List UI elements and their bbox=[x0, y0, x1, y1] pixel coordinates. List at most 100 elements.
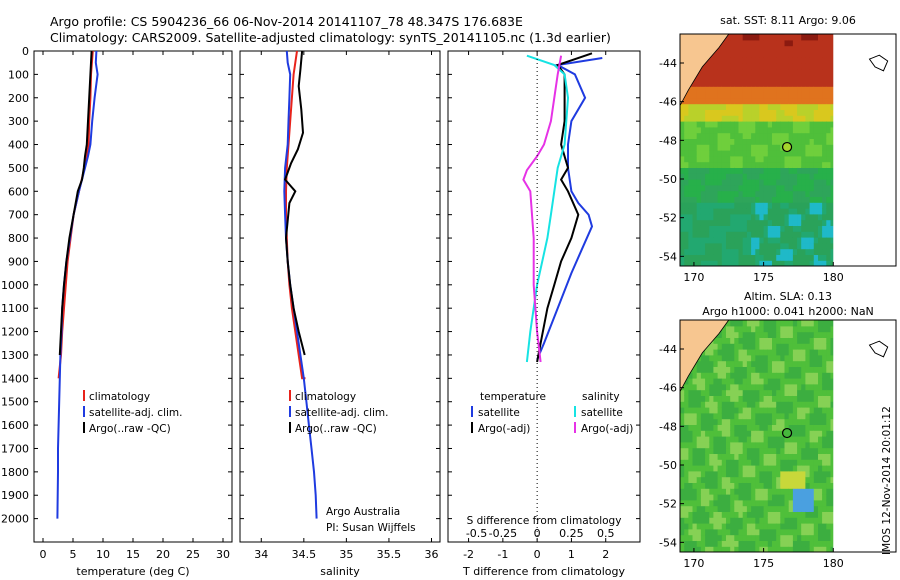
heatmap-cell bbox=[755, 441, 761, 449]
heatmap-cell bbox=[772, 372, 777, 379]
legend-label: satellite-adj. clim. bbox=[89, 407, 182, 419]
heatmap-cell bbox=[700, 383, 706, 391]
heatmap-cell bbox=[797, 173, 802, 180]
heatmap-cell bbox=[801, 465, 806, 472]
heatmap-cell bbox=[730, 150, 735, 157]
heatmap-cell bbox=[767, 534, 773, 541]
heatmap-cell bbox=[809, 517, 815, 524]
heatmap-cell bbox=[797, 447, 802, 454]
heatmap-cell bbox=[780, 132, 786, 139]
heatmap-cell bbox=[822, 208, 827, 215]
heatmap-cell bbox=[742, 196, 748, 203]
heatmap-cell bbox=[734, 248, 740, 255]
heatmap-cell bbox=[730, 401, 735, 408]
heatmap-cell bbox=[792, 109, 798, 116]
heatmap-cell bbox=[826, 337, 832, 344]
heatmap-cell bbox=[826, 63, 832, 70]
heatmap-cell bbox=[734, 109, 740, 116]
heatmap-cell bbox=[730, 34, 735, 41]
x-tick-label: 20 bbox=[156, 548, 170, 561]
heatmap-cell bbox=[792, 528, 798, 536]
heatmap-cell bbox=[688, 260, 694, 266]
heatmap-cell bbox=[696, 488, 702, 495]
heatmap-cell bbox=[692, 436, 698, 443]
heatmap-cell bbox=[818, 378, 823, 385]
heatmap-cell bbox=[730, 424, 735, 431]
heatmap-cell bbox=[742, 511, 748, 518]
x-tick-label-secondary: 0 bbox=[534, 527, 541, 540]
heatmap-cell bbox=[738, 254, 744, 261]
heatmap-cell bbox=[776, 208, 781, 215]
heatmap-cell bbox=[726, 184, 731, 192]
heatmap-cell bbox=[709, 424, 715, 431]
heatmap-cell bbox=[730, 412, 735, 420]
heatmap-cell bbox=[801, 383, 806, 391]
heatmap-cell bbox=[696, 366, 702, 373]
heatmap-cell bbox=[721, 248, 727, 255]
heatmap-cell bbox=[780, 121, 786, 128]
heatmap-cell bbox=[751, 80, 756, 87]
heatmap-cell bbox=[772, 528, 777, 536]
heatmap-cell bbox=[780, 242, 786, 250]
heatmap-cell bbox=[767, 546, 773, 552]
heatmap-cell bbox=[700, 459, 706, 466]
heatmap-cell bbox=[780, 80, 786, 87]
heatmap-cell bbox=[809, 109, 815, 116]
heatmap-cell bbox=[776, 225, 781, 232]
heatmap-cell bbox=[813, 343, 819, 350]
heatmap-cell bbox=[805, 86, 811, 93]
heatmap-cell bbox=[780, 86, 786, 93]
heatmap-cell bbox=[780, 231, 786, 238]
heatmap-cell bbox=[680, 523, 685, 530]
heatmap-cell bbox=[726, 51, 731, 58]
heatmap-cell bbox=[767, 528, 773, 536]
heatmap-cell bbox=[700, 540, 706, 547]
heatmap-cell bbox=[809, 103, 815, 110]
heatmap-cell bbox=[809, 86, 815, 93]
heatmap-cell bbox=[721, 150, 727, 157]
heatmap-cell bbox=[788, 488, 794, 495]
heatmap-cell bbox=[730, 51, 735, 58]
heatmap-cell bbox=[751, 202, 756, 209]
heatmap-cell bbox=[717, 534, 723, 541]
heatmap-cell bbox=[822, 225, 827, 232]
heatmap-cell bbox=[805, 499, 811, 507]
heatmap-cell bbox=[751, 237, 756, 244]
heatmap-cell bbox=[746, 523, 752, 530]
heatmap-cell bbox=[784, 242, 790, 250]
heatmap-cell bbox=[818, 349, 823, 356]
heatmap-cell bbox=[700, 412, 706, 420]
heatmap-cell bbox=[738, 231, 744, 238]
heatmap-cell bbox=[809, 121, 815, 128]
heatmap-cell bbox=[742, 505, 748, 512]
heatmap-cell bbox=[788, 320, 794, 327]
heatmap-cell bbox=[700, 354, 706, 362]
heatmap-cell bbox=[684, 505, 689, 512]
heatmap-cell bbox=[826, 447, 832, 454]
heatmap-cell bbox=[680, 389, 685, 396]
heatmap-cell bbox=[767, 92, 773, 99]
heatmap-cell bbox=[826, 92, 832, 99]
heatmap-cell bbox=[684, 237, 689, 244]
heatmap-cell bbox=[713, 418, 719, 425]
heatmap-cell bbox=[751, 360, 756, 367]
heatmap-cell bbox=[680, 190, 685, 197]
heatmap-cell bbox=[705, 470, 710, 478]
heatmap-cell bbox=[738, 424, 744, 431]
heatmap-cell bbox=[709, 343, 715, 350]
heatmap-cell bbox=[763, 86, 769, 93]
heatmap-cell bbox=[788, 173, 794, 180]
heatmap-cell bbox=[680, 109, 685, 116]
heatmap-cell bbox=[788, 331, 794, 338]
heatmap-cell bbox=[751, 34, 756, 41]
heatmap-cell bbox=[788, 68, 794, 76]
heatmap-cell bbox=[680, 260, 685, 266]
heatmap-cell bbox=[759, 126, 765, 134]
heatmap-cell bbox=[746, 401, 752, 408]
heatmap-cell bbox=[809, 383, 815, 391]
heatmap-cell bbox=[780, 546, 786, 552]
heatmap-cell bbox=[734, 395, 740, 402]
heatmap-cell bbox=[713, 412, 719, 420]
heatmap-cell bbox=[763, 39, 769, 47]
heatmap-cell bbox=[818, 546, 823, 552]
